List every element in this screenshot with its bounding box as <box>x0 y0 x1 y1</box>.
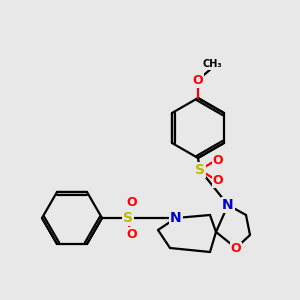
Text: O: O <box>127 196 137 208</box>
Text: CH₃: CH₃ <box>202 59 222 69</box>
Text: O: O <box>213 154 223 166</box>
Text: N: N <box>222 198 234 212</box>
Text: N: N <box>170 211 182 225</box>
Text: S: S <box>123 211 133 225</box>
Text: O: O <box>193 74 203 86</box>
Text: S: S <box>195 163 205 177</box>
Text: O: O <box>213 173 223 187</box>
Text: O: O <box>231 242 241 256</box>
Text: O: O <box>127 227 137 241</box>
